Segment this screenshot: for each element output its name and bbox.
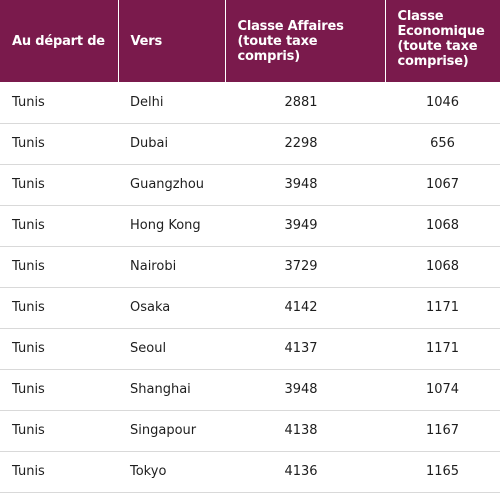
- economy-price-cell: 1068: [385, 246, 500, 288]
- destination-cell: Tokyo: [118, 451, 225, 493]
- table-row: Tunis Osaka 4142 1171: [0, 287, 500, 329]
- table-row: Tunis Shanghai 3948 1074: [0, 369, 500, 411]
- column-header-economy-price: Classe Economique (toute taxe comprise): [385, 0, 500, 82]
- destination-cell: Seoul: [118, 328, 225, 370]
- economy-price-cell: 1046: [385, 82, 500, 124]
- business-price-cell: 4136: [225, 451, 385, 493]
- economy-price-cell: 1167: [385, 410, 500, 452]
- destination-cell: Nairobi: [118, 246, 225, 288]
- header-row: Au départ de Vers Classe Affaires (toute…: [0, 0, 500, 82]
- economy-price-cell: 1171: [385, 328, 500, 370]
- business-price-cell: 4142: [225, 287, 385, 329]
- table-body: Tunis Delhi 2881 1046 Tunis Dubai 2298 656 Tunis…: [0, 82, 500, 493]
- economy-price-cell: 1171: [385, 287, 500, 329]
- economy-price-cell: 1074: [385, 369, 500, 411]
- business-price-cell: 3729: [225, 246, 385, 288]
- destination-cell: Shanghai: [118, 369, 225, 411]
- table-row: Tunis Tokyo 4136 1165: [0, 451, 500, 493]
- business-price-cell: 4138: [225, 410, 385, 452]
- departure-cell: Tunis: [0, 287, 118, 329]
- destination-cell: Dubai: [118, 123, 225, 165]
- table-row: Tunis Delhi 2881 1046: [0, 82, 500, 124]
- business-price-cell: 2881: [225, 82, 385, 124]
- business-price-cell: 2298: [225, 123, 385, 165]
- destination-cell: Guangzhou: [118, 164, 225, 206]
- business-price-cell: 3948: [225, 164, 385, 206]
- table-header: Au départ de Vers Classe Affaires (toute…: [0, 0, 500, 82]
- departure-cell: Tunis: [0, 246, 118, 288]
- departure-cell: Tunis: [0, 164, 118, 206]
- economy-price-cell: 1067: [385, 164, 500, 206]
- table-row: Tunis Singapour 4138 1167: [0, 410, 500, 452]
- departure-cell: Tunis: [0, 451, 118, 493]
- business-price-cell: 3949: [225, 205, 385, 247]
- economy-price-cell: 1068: [385, 205, 500, 247]
- destination-cell: Delhi: [118, 82, 225, 124]
- economy-price-cell: 656: [385, 123, 500, 165]
- fare-table: Au départ de Vers Classe Affaires (toute…: [0, 0, 500, 493]
- departure-cell: Tunis: [0, 123, 118, 165]
- departure-cell: Tunis: [0, 82, 118, 124]
- column-header-business-price: Classe Affaires (toute taxe compris): [225, 0, 386, 82]
- departure-cell: Tunis: [0, 369, 118, 411]
- column-header-departure: Au départ de: [0, 0, 119, 82]
- departure-cell: Tunis: [0, 328, 118, 370]
- column-header-destination: Vers: [118, 0, 226, 82]
- business-price-cell: 4137: [225, 328, 385, 370]
- economy-price-cell: 1165: [385, 451, 500, 493]
- destination-cell: Osaka: [118, 287, 225, 329]
- table-row: Tunis Seoul 4137 1171: [0, 328, 500, 370]
- departure-cell: Tunis: [0, 205, 118, 247]
- departure-cell: Tunis: [0, 410, 118, 452]
- table-row: Tunis Dubai 2298 656: [0, 123, 500, 165]
- destination-cell: Hong Kong: [118, 205, 225, 247]
- table-row: Tunis Hong Kong 3949 1068: [0, 205, 500, 247]
- table-row: Tunis Nairobi 3729 1068: [0, 246, 500, 288]
- business-price-cell: 3948: [225, 369, 385, 411]
- destination-cell: Singapour: [118, 410, 225, 452]
- table-row: Tunis Guangzhou 3948 1067: [0, 164, 500, 206]
